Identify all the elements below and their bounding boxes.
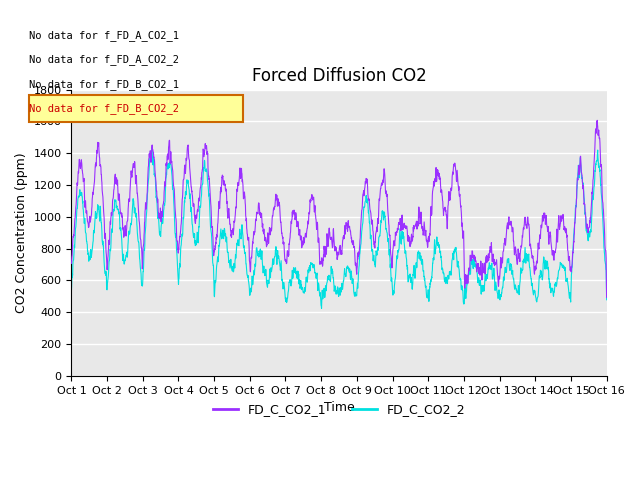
FD_C_CO2_1 <box>366 206 374 212</box>
Line: FD_C_CO2_1: FD_C_CO2_1 <box>72 120 607 298</box>
Text: No data for f_FD_A_CO2_1: No data for f_FD_A_CO2_1 <box>29 30 179 41</box>
FD_C_CO2_1 <box>593 118 601 123</box>
FD_C_CO2_1 <box>68 261 76 266</box>
FD_C_CO2_2 <box>317 305 325 311</box>
FD_C_CO2_2 <box>367 236 374 241</box>
FD_C_CO2_1 <box>495 283 502 289</box>
FD_C_CO2_2 <box>217 226 225 232</box>
FD_C_CO2_2 <box>603 297 611 303</box>
FD_C_CO2_1 <box>355 254 362 260</box>
Text: No data for f_FD_B_CO2_1: No data for f_FD_B_CO2_1 <box>29 79 179 90</box>
FD_C_CO2_1 <box>556 222 563 228</box>
Y-axis label: CO2 Concentration (ppm): CO2 Concentration (ppm) <box>15 153 28 313</box>
FD_C_CO2_2 <box>68 288 76 294</box>
FD_C_CO2_1 <box>217 191 225 196</box>
Text: No data for f_FD_A_CO2_2: No data for f_FD_A_CO2_2 <box>29 54 179 65</box>
FD_C_CO2_2 <box>148 144 156 150</box>
Text: No data for f_FD_B_CO2_2: No data for f_FD_B_CO2_2 <box>29 103 179 114</box>
Line: FD_C_CO2_2: FD_C_CO2_2 <box>72 147 607 308</box>
X-axis label: Time: Time <box>324 401 355 414</box>
FD_C_CO2_2 <box>495 289 502 295</box>
FD_C_CO2_1 <box>570 233 578 239</box>
FD_C_CO2_2 <box>355 268 363 274</box>
Legend: FD_C_CO2_1, FD_C_CO2_2: FD_C_CO2_1, FD_C_CO2_2 <box>208 398 470 421</box>
FD_C_CO2_2 <box>571 221 579 227</box>
Text: No data for f_FD_B_CO2_2: No data for f_FD_B_CO2_2 <box>29 103 179 114</box>
FancyBboxPatch shape <box>29 95 243 122</box>
Title: Forced Diffusion CO2: Forced Diffusion CO2 <box>252 67 426 85</box>
FD_C_CO2_2 <box>556 264 564 270</box>
FD_C_CO2_1 <box>603 295 611 300</box>
